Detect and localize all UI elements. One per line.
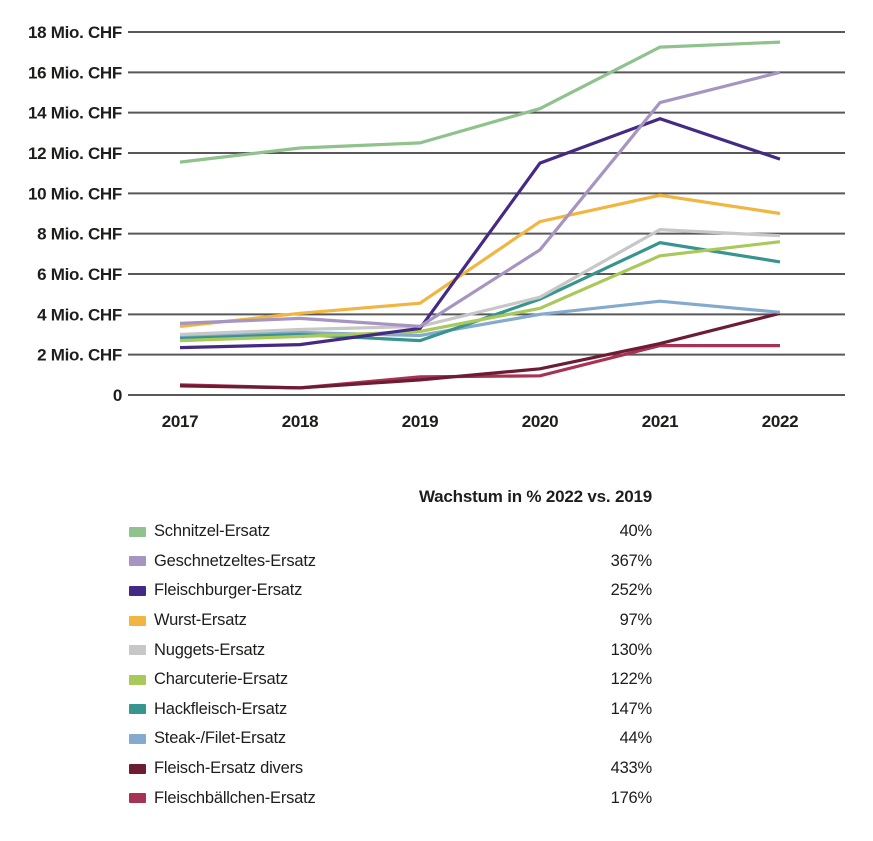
series-line-Steak-/Filet-Ersatz (179, 299, 781, 339)
y-axis-tick-label: 16 Mio. CHF (28, 63, 122, 82)
legend-growth-value: 252% (610, 581, 653, 600)
legend-growth-value: 44% (619, 729, 653, 748)
series-line-Geschnetzeltes-Ersatz (179, 70, 781, 329)
x-axis-year-label: 2018 (282, 412, 319, 431)
legend-row: Geschnetzeltes-Ersatz 367% (129, 547, 652, 577)
series-line-Fleischbällchen-Ersatz (179, 344, 780, 390)
legend-row: Charcuterie-Ersatz 122% (129, 665, 652, 695)
legend-swatch (129, 704, 146, 715)
y-axis-tick-label: 14 Mio. CHF (28, 104, 122, 123)
legend-growth-value: 367% (610, 551, 653, 570)
legend-row: Steak-/Filet-Ersatz 44% (129, 724, 652, 754)
legend-swatch (129, 763, 146, 774)
legend-row: Wurst-Ersatz 97% (129, 606, 652, 636)
series-line-Nuggets-Ersatz (179, 227, 781, 337)
legend-swatch (129, 615, 146, 626)
growth-line-chart: 18 Mio. CHF 16 Mio. CHF 14 Mio. CHF 12 Mio.… (28, 23, 845, 431)
legend-row: Hackfleisch-Ersatz 147% (129, 695, 652, 725)
legend-swatch (129, 793, 146, 804)
legend-swatch (129, 556, 146, 567)
legend-swatch (129, 645, 146, 656)
legend-row: Fleischburger-Ersatz 252% (129, 576, 652, 606)
y-axis-tick-label: 10 Mio. CHF (28, 184, 122, 203)
legend-growth-value: 40% (619, 522, 653, 541)
series-line-Schnitzel-Ersatz (179, 40, 781, 164)
x-axis-year-label: 2017 (162, 412, 199, 431)
legend-row: Fleisch-Ersatz divers 433% (129, 754, 652, 784)
x-axis-year-label: 2019 (402, 412, 439, 431)
legend-swatch (129, 585, 146, 596)
legend-growth-value: 122% (610, 670, 653, 689)
y-axis-tick-label: 2 Mio. CHF (37, 346, 122, 365)
y-axis-tick-label: 18 Mio. CHF (28, 23, 122, 42)
legend-growth-value: 130% (610, 640, 653, 659)
legend-header: Wachstum in % 2022 vs. 2019 (418, 487, 652, 506)
legend-growth-value: 433% (610, 759, 653, 778)
legend-row: Nuggets-Ersatz 130% (129, 635, 652, 665)
y-axis-tick-label: 0 (113, 386, 122, 405)
legend-growth-value: 97% (619, 611, 653, 630)
legend-label: Wurst-Ersatz (154, 611, 247, 630)
legend-label: Steak-/Filet-Ersatz (154, 729, 286, 748)
legend-label: Fleischburger-Ersatz (154, 581, 303, 600)
chart-legend: Schnitzel-Ersatz 40% Geschnetzeltes-Ersatz… (129, 517, 652, 813)
y-axis-tick-label: 12 Mio. CHF (28, 144, 122, 163)
x-axis-year-label: 2020 (522, 412, 559, 431)
legend-label: Charcuterie-Ersatz (154, 670, 288, 689)
legend-label: Schnitzel-Ersatz (154, 522, 271, 541)
legend-growth-value: 147% (610, 699, 653, 718)
legend-row: Fleischbällchen-Ersatz 176% (129, 783, 652, 813)
legend-swatch (129, 733, 146, 744)
series-line-Fleischburger-Ersatz (179, 117, 781, 350)
legend-swatch (129, 674, 146, 685)
legend-label: Geschnetzeltes-Ersatz (154, 551, 316, 570)
series-line-Wurst-Ersatz (179, 193, 781, 328)
x-axis-year-label: 2021 (642, 412, 679, 431)
x-axis-year-label: 2022 (762, 412, 799, 431)
legend-row: Schnitzel-Ersatz 40% (129, 517, 652, 547)
y-axis-tick-label: 4 Mio. CHF (37, 305, 122, 324)
legend-label: Fleisch-Ersatz divers (154, 759, 303, 778)
legend-label: Hackfleisch-Ersatz (154, 699, 288, 718)
series-line-Fleisch-Ersatz divers (179, 311, 781, 390)
y-axis-tick-label: 8 Mio. CHF (37, 225, 122, 244)
y-axis-tick-label: 6 Mio. CHF (37, 265, 122, 284)
legend-swatch (129, 526, 146, 537)
legend-growth-value: 176% (610, 788, 653, 807)
legend-label: Fleischbällchen-Ersatz (154, 788, 316, 807)
legend-label: Nuggets-Ersatz (154, 640, 265, 659)
series-line-Charcuterie-Ersatz (179, 240, 781, 343)
